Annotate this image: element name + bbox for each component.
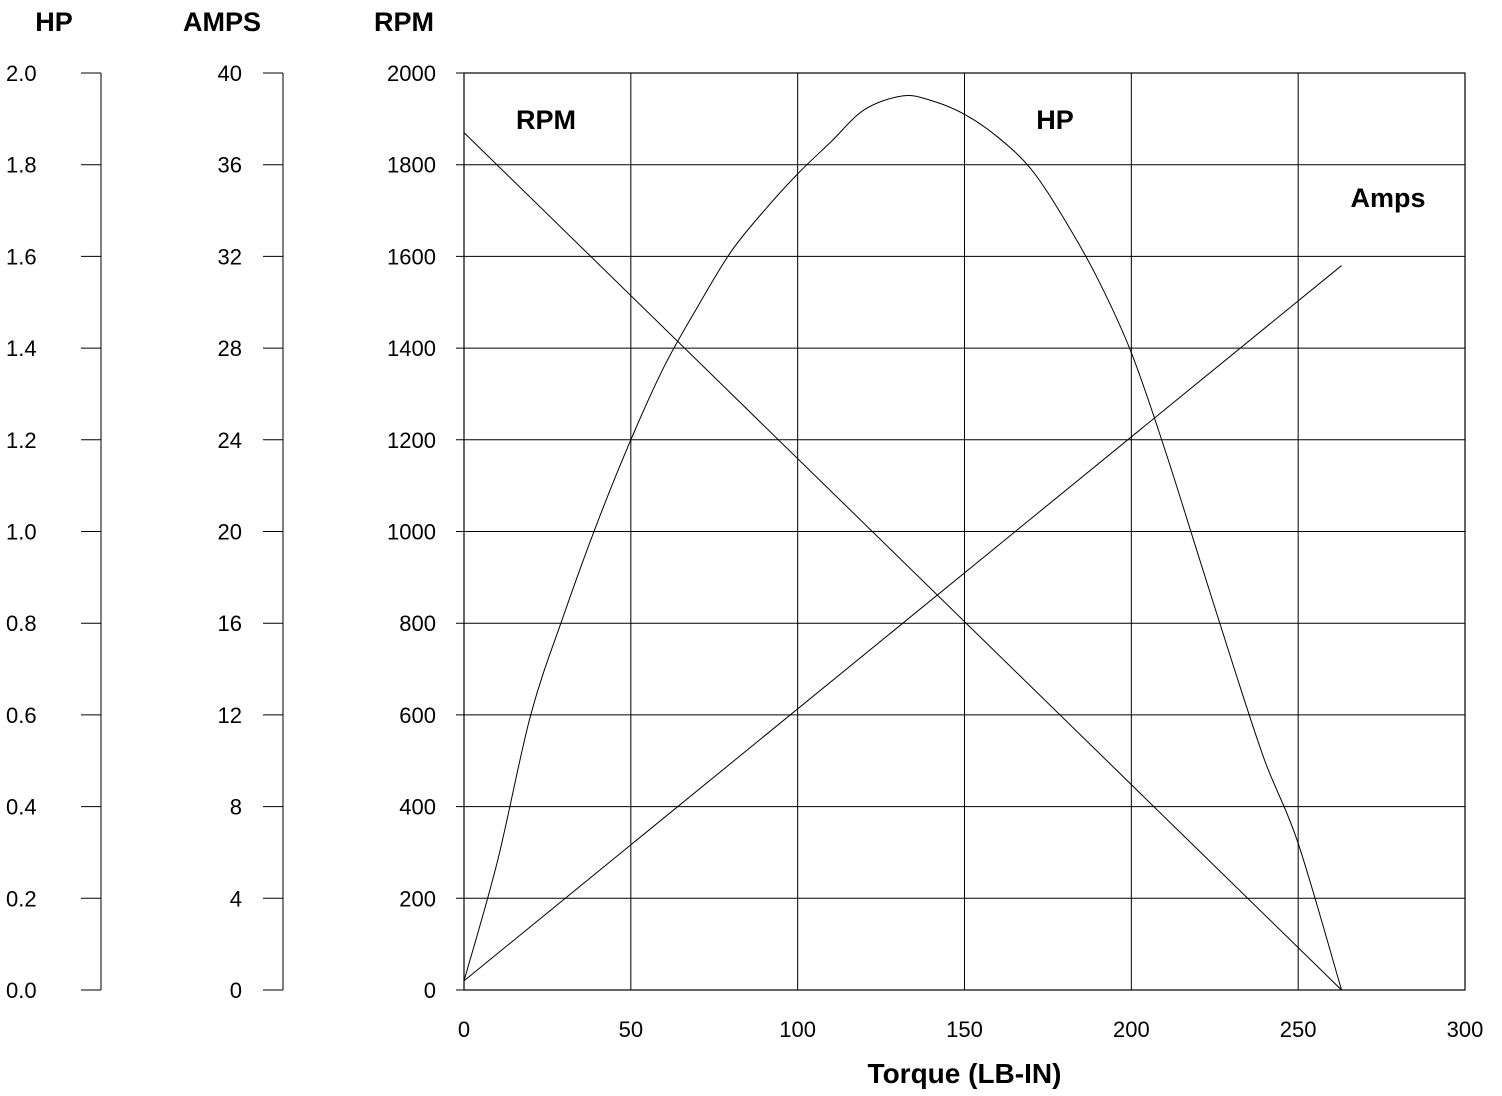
hp-tick-label: 0.2: [6, 886, 37, 911]
hp-tick-label: 0.6: [6, 703, 37, 728]
rpm-tick-label: 600: [399, 703, 436, 728]
grid: [456, 72, 1466, 991]
amps-tick-label: 36: [218, 153, 242, 178]
rpm-tick-label: 1400: [387, 336, 436, 361]
x-tick-label: 150: [946, 1017, 983, 1042]
amps-axis-title: AMPS: [183, 7, 261, 37]
hp-tick-label: 0.8: [6, 611, 37, 636]
hp-tick-label: 2.0: [6, 61, 37, 86]
rpm-tick-label: 200: [399, 886, 436, 911]
x-tick-label: 300: [1447, 1017, 1484, 1042]
amps-tick-label: 0: [230, 978, 242, 1003]
amps-tick-label: 4: [230, 886, 242, 911]
series-label-amps: Amps: [1350, 183, 1425, 213]
x-tick-label: 200: [1113, 1017, 1150, 1042]
series-line-amps: [463, 265, 1342, 982]
x-tick-label: 100: [779, 1017, 816, 1042]
rpm-tick-label: 1800: [387, 153, 436, 178]
series: [463, 95, 1343, 991]
series-label-hp: HP: [1036, 105, 1074, 135]
amps-tick-label: 24: [218, 428, 242, 453]
amps-tick-label: 32: [218, 244, 242, 269]
rpm-tick-label: 2000: [387, 61, 436, 86]
amps-tick-label: 8: [230, 795, 242, 820]
rpm-tick-label: 1000: [387, 520, 436, 545]
hp-tick-label: 1.2: [6, 428, 37, 453]
hp-tick-label: 1.8: [6, 153, 37, 178]
series-label-rpm: RPM: [516, 105, 576, 135]
hp-tick-label: 0.4: [6, 795, 37, 820]
amps-tick-label: 40: [218, 61, 242, 86]
hp-tick-label: 1.6: [6, 244, 37, 269]
rpm-tick-label: 1600: [387, 244, 436, 269]
amps-tick-label: 28: [218, 336, 242, 361]
amps-tick-label: 20: [218, 520, 242, 545]
hp-tick-label: 1.0: [6, 520, 37, 545]
x-tick-label: 0: [458, 1017, 470, 1042]
x-tick-label: 250: [1280, 1017, 1317, 1042]
rpm-tick-label: 800: [399, 611, 436, 636]
rpm-axis-title: RPM: [374, 7, 434, 37]
hp-axis-title: HP: [35, 7, 73, 37]
rpm-tick-label: 400: [399, 795, 436, 820]
hp-tick-label: 1.4: [6, 336, 37, 361]
series-line-hp: [463, 95, 1343, 991]
hp-tick-label: 0.0: [6, 978, 37, 1003]
x-tick-label: 50: [619, 1017, 643, 1042]
rpm-tick-label: 1200: [387, 428, 436, 453]
series-line-rpm: [463, 132, 1342, 991]
amps-tick-label: 16: [218, 611, 242, 636]
rpm-tick-label: 0: [424, 978, 436, 1003]
labels: RPM Amps HP: [516, 105, 1426, 213]
x-axis-title: Torque (LB-IN): [868, 1058, 1062, 1089]
amps-tick-label: 12: [218, 703, 242, 728]
